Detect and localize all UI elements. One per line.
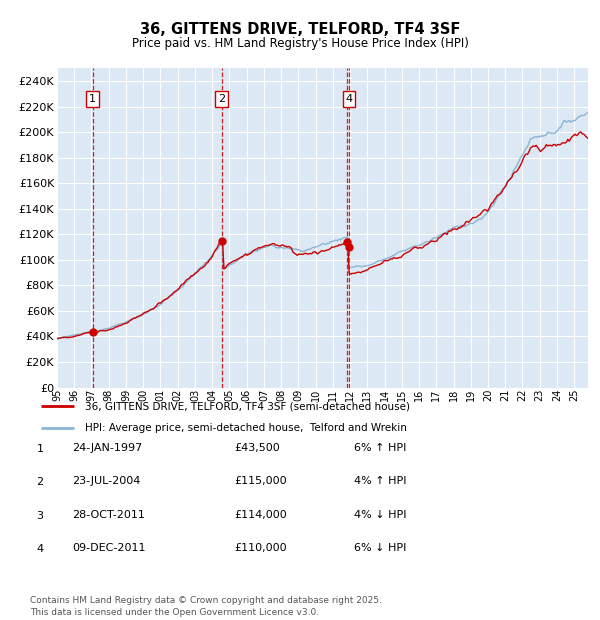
Text: HPI: Average price, semi-detached house,  Telford and Wrekin: HPI: Average price, semi-detached house,… bbox=[85, 423, 407, 433]
Text: 4: 4 bbox=[346, 94, 353, 104]
Text: 24-JAN-1997: 24-JAN-1997 bbox=[72, 443, 142, 453]
Text: 1: 1 bbox=[89, 94, 96, 104]
Text: 4% ↓ HPI: 4% ↓ HPI bbox=[354, 510, 407, 520]
Text: 1: 1 bbox=[37, 444, 43, 454]
Text: 09-DEC-2011: 09-DEC-2011 bbox=[72, 543, 146, 553]
Text: 4: 4 bbox=[37, 544, 43, 554]
Text: 6% ↑ HPI: 6% ↑ HPI bbox=[354, 443, 406, 453]
Text: £110,000: £110,000 bbox=[234, 543, 287, 553]
Text: 4% ↑ HPI: 4% ↑ HPI bbox=[354, 476, 407, 486]
Text: Contains HM Land Registry data © Crown copyright and database right 2025.
This d: Contains HM Land Registry data © Crown c… bbox=[30, 596, 382, 617]
Text: 28-OCT-2011: 28-OCT-2011 bbox=[72, 510, 145, 520]
Text: 36, GITTENS DRIVE, TELFORD, TF4 3SF: 36, GITTENS DRIVE, TELFORD, TF4 3SF bbox=[140, 22, 460, 37]
Text: £43,500: £43,500 bbox=[234, 443, 280, 453]
Text: 2: 2 bbox=[37, 477, 43, 487]
Text: 23-JUL-2004: 23-JUL-2004 bbox=[72, 476, 140, 486]
Text: Price paid vs. HM Land Registry's House Price Index (HPI): Price paid vs. HM Land Registry's House … bbox=[131, 37, 469, 50]
Text: £115,000: £115,000 bbox=[234, 476, 287, 486]
Text: 3: 3 bbox=[37, 511, 43, 521]
Text: 6% ↓ HPI: 6% ↓ HPI bbox=[354, 543, 406, 553]
Text: £114,000: £114,000 bbox=[234, 510, 287, 520]
Text: 2: 2 bbox=[218, 94, 226, 104]
Text: 36, GITTENS DRIVE, TELFORD, TF4 3SF (semi-detached house): 36, GITTENS DRIVE, TELFORD, TF4 3SF (sem… bbox=[85, 401, 410, 412]
